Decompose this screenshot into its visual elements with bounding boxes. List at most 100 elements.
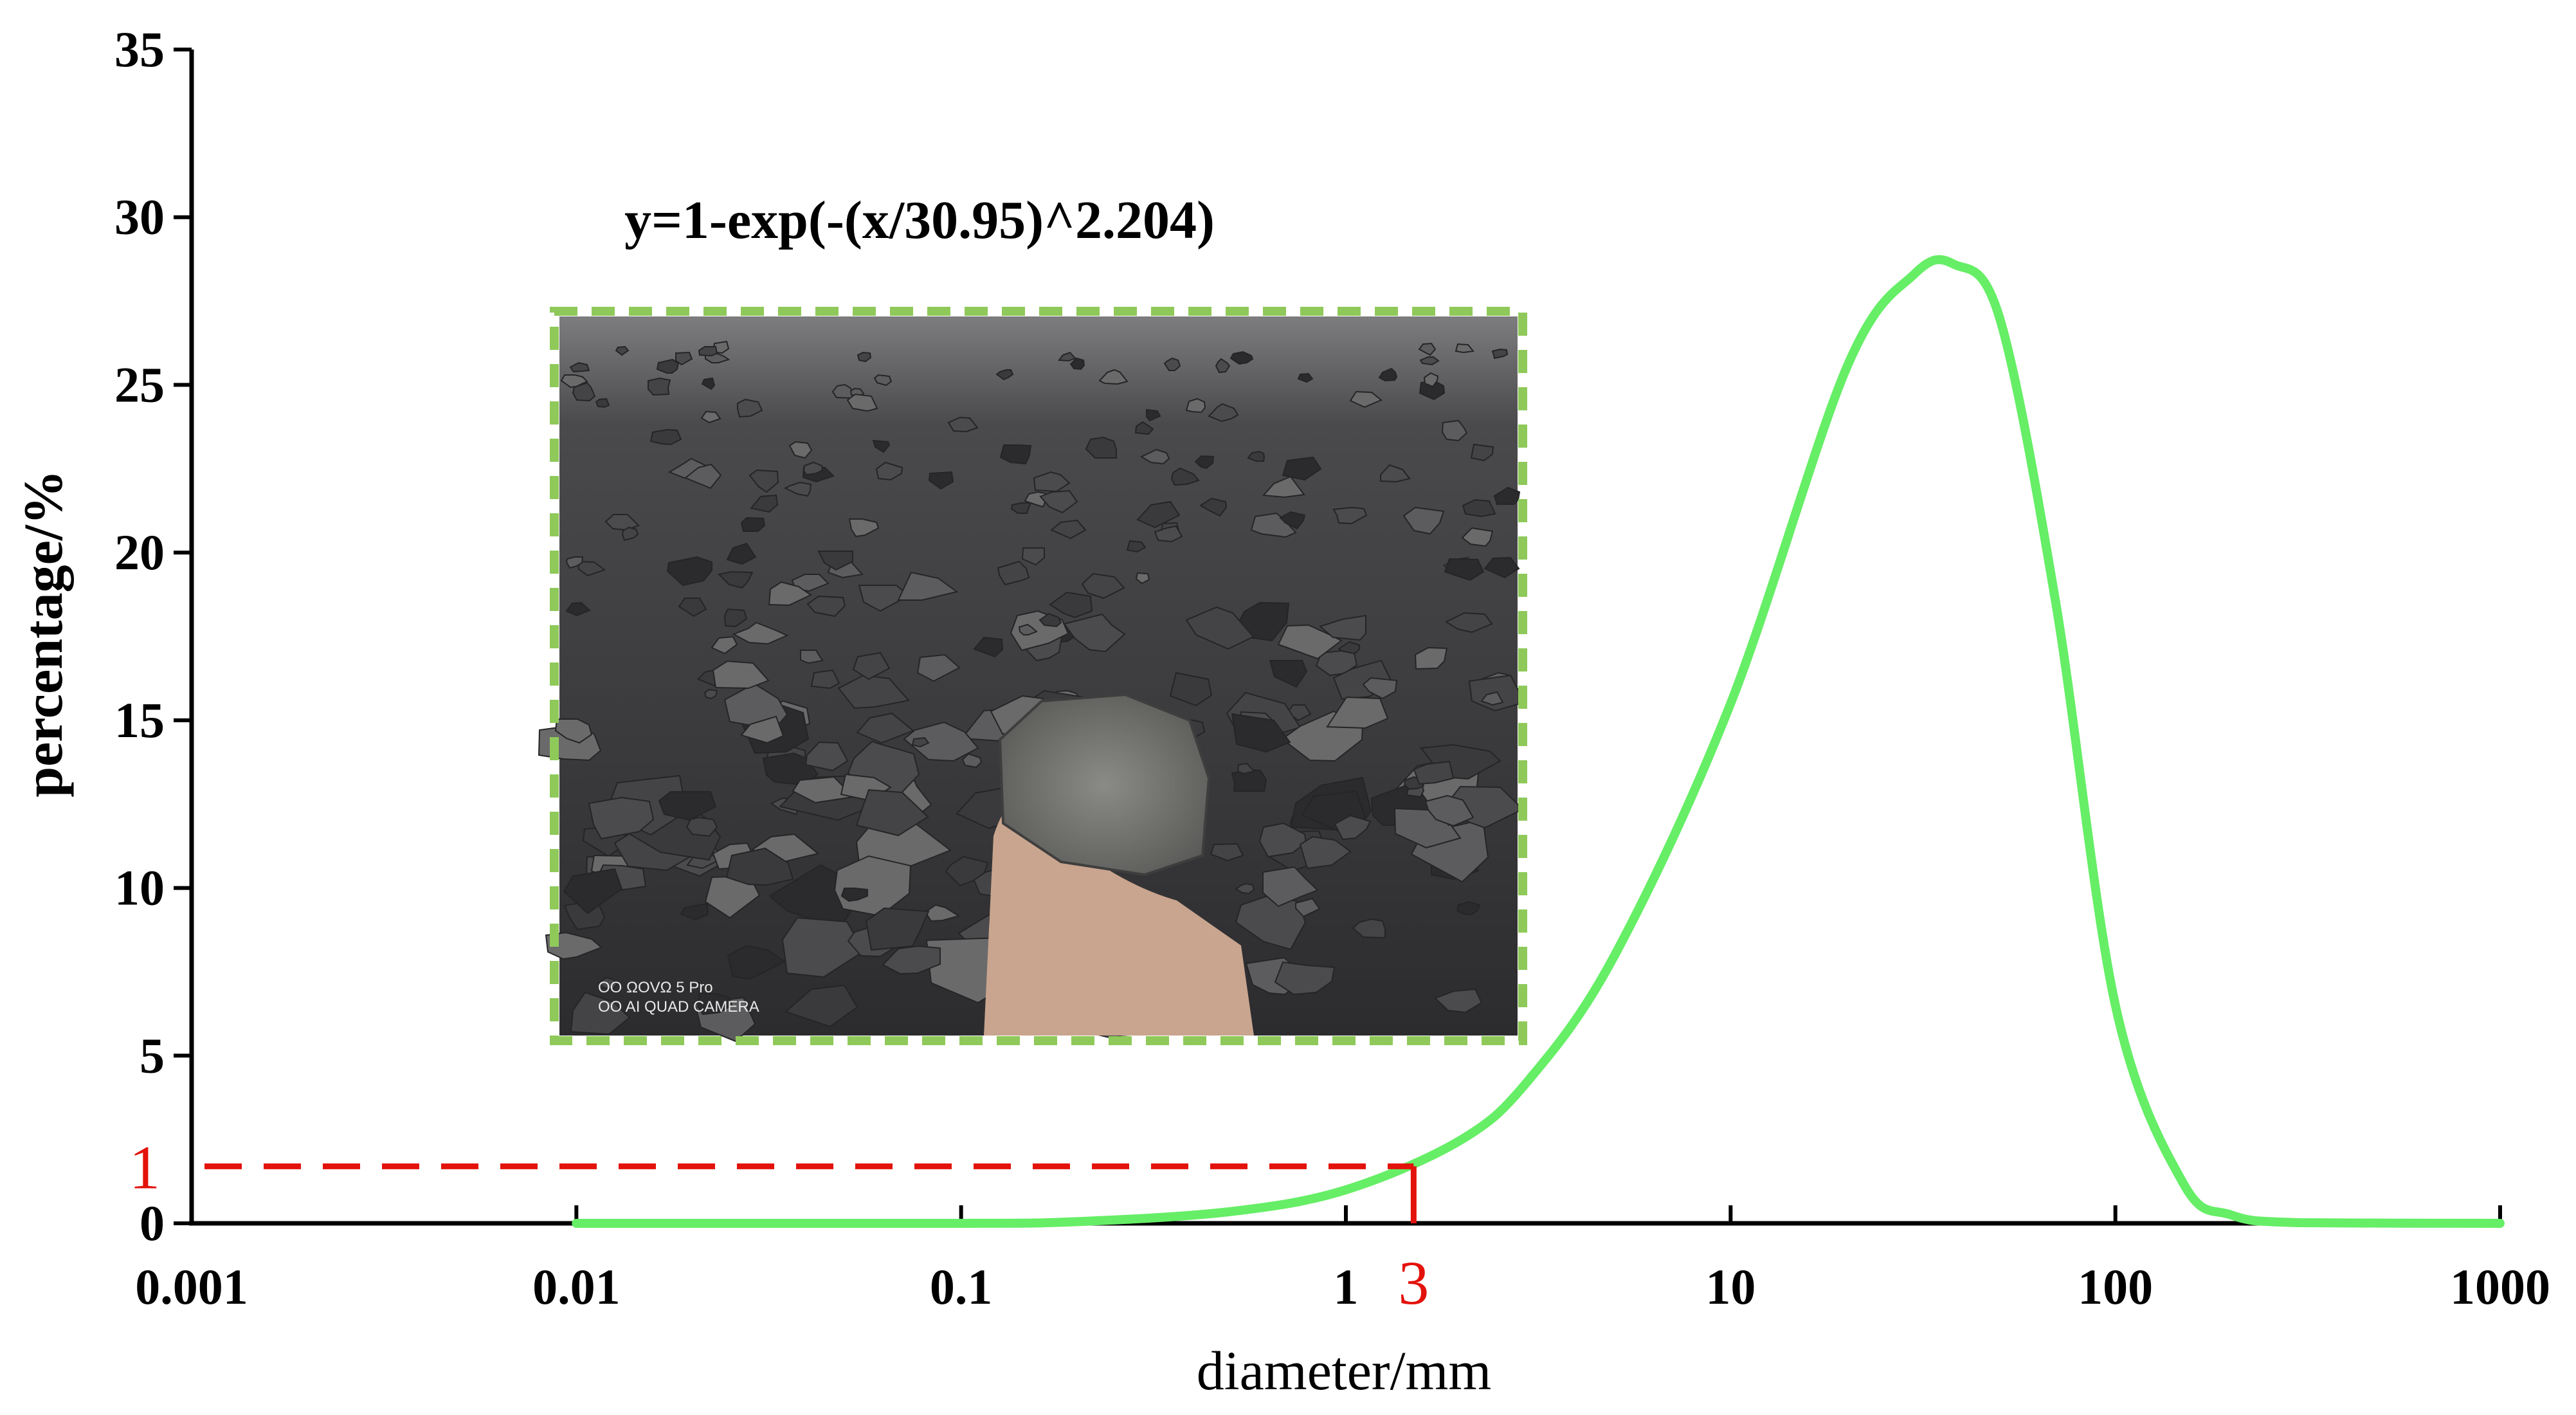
x-tick-label: 0.01 [532,1259,621,1315]
rock-fragment [1136,500,1181,529]
rock-fragment [1423,372,1439,388]
rock-fragment [1491,348,1509,360]
rock-fragment [1434,988,1483,1014]
rock-fragment [1297,372,1314,383]
rock-fragment [1461,527,1494,547]
x-axis-title: diameter/mm [1197,1340,1492,1401]
rock-fragment [1277,624,1343,660]
rock-fragment [698,346,718,357]
rock-fragment [595,397,610,408]
y-tick-label: 0 [140,1195,165,1251]
rock-fragment [615,345,630,356]
rock-fragment [678,598,707,617]
rock-fragment [961,753,983,769]
rock-fragment [852,652,891,680]
rock-fragment [1352,918,1386,939]
rock-fragment [554,718,593,744]
rock-fragment [873,374,893,387]
x-tick-label: 0.1 [930,1259,993,1315]
rock-fragment [1258,822,1307,858]
rock-fragment [858,585,910,612]
rock-fragment [1163,357,1181,371]
rock-fragment [1146,408,1161,422]
rock-fragment [717,571,754,589]
rock-fragment [1010,502,1032,514]
rock-fragment [1039,489,1078,514]
rock-fragment [916,653,961,682]
rock-fragment [727,944,786,980]
rock-fragment [1139,448,1170,465]
rock-fragment [803,461,824,476]
rock-fragment [1269,660,1308,688]
rock-fragment [1021,547,1045,566]
rock-fragment [701,377,716,390]
rock-fragment [748,469,779,493]
rock-fragment [588,796,655,840]
rock-fragment [680,902,709,921]
rock-fragment [1018,623,1038,635]
rock-fragment [903,721,979,762]
rock-fragment [1134,421,1154,435]
rock-fragment [675,351,693,366]
rock-fragment [810,669,840,689]
rock-fragment [1215,358,1231,374]
rock-fragment [1326,696,1389,729]
rock-fragment [882,945,941,975]
rock-fragment [1170,467,1200,486]
rock-fragment [570,991,631,1036]
rock-fragment [1274,961,1336,996]
rock-fragment [945,855,989,887]
rock-fragment [723,608,748,628]
rock-fragment [565,601,591,617]
rock-fragment [1085,436,1117,459]
rock-fragment [1413,760,1455,785]
rock-fragment [1462,498,1496,518]
rock-fragment [1282,456,1322,481]
rock-fragment [1199,497,1228,517]
rock-fragment [740,715,785,744]
rock-fragment [703,688,718,700]
rock-fragment [999,444,1032,465]
rock-fragment [563,868,623,915]
rock-fragment [804,741,849,772]
rock-fragment [1135,572,1150,585]
y-axis-title: percentage/% [12,470,74,798]
rock-fragment [1332,506,1368,525]
rock-fragment [1424,794,1474,827]
rock-fragment [1229,351,1254,365]
rock-fragment [684,463,722,489]
inset-photo: OO ΩOVΩ 5 Pro OO AI QUAD CAMERA [538,307,1527,1045]
x-tick-label: 100 [2078,1259,2153,1315]
rock-fragment [872,439,891,453]
rock-fragment [1456,900,1481,916]
rock-fragment [658,791,717,821]
rock-fragment [1480,691,1504,706]
rock-fragment [857,351,872,363]
rock-fragment [685,816,718,837]
rock-fragment [1318,614,1366,641]
rock-fragment [997,560,1030,586]
rock-fragment [1050,519,1087,540]
rock-fragment [1039,612,1062,628]
rock-fragment [648,377,671,396]
rock-fragment [973,636,1004,658]
rock-fragment [1262,866,1319,908]
rock-fragment [800,650,824,664]
rock-fragment [1154,525,1183,543]
rock-fragment [785,984,858,1028]
rock-fragment [788,441,813,459]
rock-fragment [1295,897,1321,918]
rock-fragment [781,917,865,978]
rock-fragment [855,789,929,837]
y-tick-label: 20 [114,524,165,580]
rock-fragment [865,907,930,951]
rock-fragment [597,976,618,991]
x-tick-label: 0.001 [135,1259,248,1315]
rock-fragment [897,571,959,601]
rock-fragment [928,471,954,490]
equation-annotation: y=1-exp(-(x/30.95)^2.204) [624,190,1215,250]
rock-fragment [726,542,757,565]
rock-fragment [1081,572,1125,599]
rock-fragment [837,674,910,709]
rock-fragment [621,526,639,542]
